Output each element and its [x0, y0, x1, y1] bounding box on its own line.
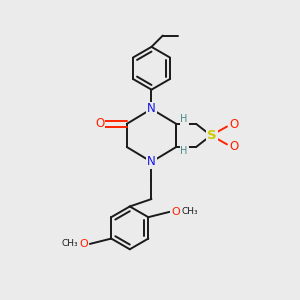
Text: N: N [147, 103, 156, 116]
Text: H: H [181, 114, 188, 124]
Text: H: H [181, 146, 188, 157]
Text: CH₃: CH₃ [181, 207, 198, 216]
Text: O: O [230, 140, 239, 153]
Text: O: O [171, 207, 180, 217]
Text: CH₃: CH₃ [62, 239, 79, 248]
Text: N: N [147, 155, 156, 168]
Text: S: S [207, 129, 217, 142]
Text: O: O [80, 239, 88, 249]
Text: O: O [230, 118, 239, 130]
Text: O: O [95, 117, 104, 130]
